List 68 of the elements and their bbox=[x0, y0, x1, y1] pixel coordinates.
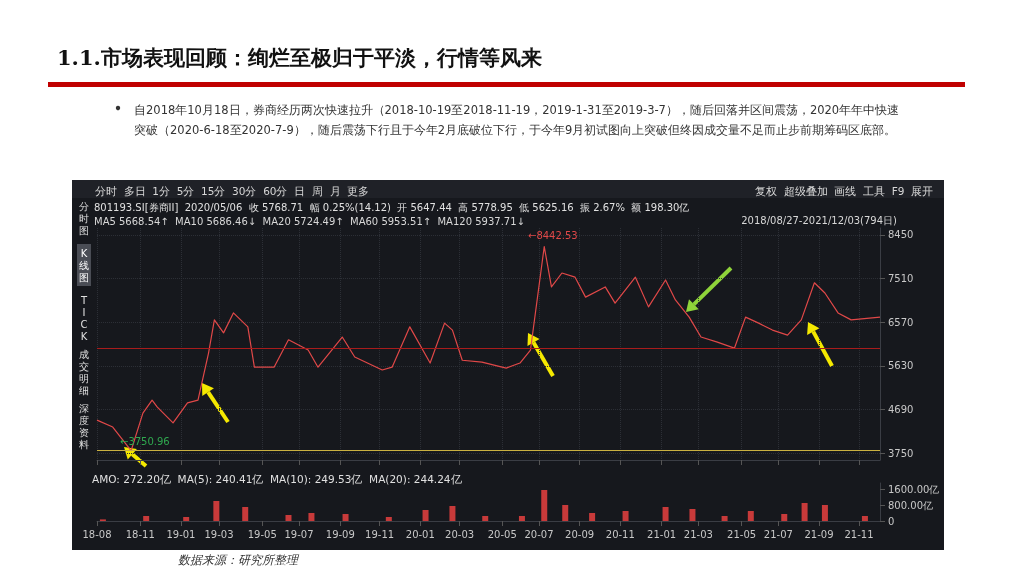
bar bbox=[285, 515, 292, 521]
x-tick-label: 19-09 bbox=[325, 528, 355, 540]
x-tick-label: 18-11 bbox=[125, 528, 155, 540]
x-tick-label: 19-01 bbox=[166, 528, 196, 540]
chart-title: 1.1.市场表现回顾：绚烂至极归于平淡，行情等风来 bbox=[57, 45, 542, 70]
x-tick-label: 20-05 bbox=[487, 528, 517, 540]
y-tick-label: 1600.00亿 bbox=[888, 483, 940, 495]
y-tick-label: 5630 bbox=[888, 360, 914, 372]
x-tick-label: 20-11 bbox=[605, 528, 635, 540]
bar bbox=[721, 516, 728, 521]
bar bbox=[801, 503, 808, 521]
x-tick-label: 21-05 bbox=[727, 528, 757, 540]
x-tick-label: 20-07 bbox=[524, 528, 554, 540]
y-tick-label: 3750 bbox=[888, 447, 914, 459]
chart-subtitle: 自2018年10月18日，券商经历两次快速拉升（2018-10-19至2018-11-19，2019-1-31至2019-3-7），随后回落并区间震荡，2020年年中快速突破（2020-6-18至2020-7-9），随后震荡下行且于今年2月底破位下行，于今年9月初试图向上突破但终因成交量不足而止步前期筹码区底部。 bbox=[134, 103, 900, 137]
text: 801193.SI[券商II] 2020/05/06 收 5768.71 幅 0.25%(14.12) 开 5647.44 高 5778.95 低 5625.16 振 2.67% 额 198.30亿 bbox=[94, 202, 690, 213]
bar bbox=[518, 516, 525, 521]
text: 分时 多日 1分 5分 15分 30分 60分 日 周 月 更多 bbox=[95, 184, 370, 197]
x-tick-label: 19-05 bbox=[247, 528, 277, 540]
bar bbox=[422, 510, 429, 521]
x-tick-label: 21-07 bbox=[763, 528, 793, 540]
x-tick-label: 18-08 bbox=[82, 528, 112, 540]
bar bbox=[308, 513, 315, 521]
bar bbox=[662, 507, 669, 521]
x-tick-label: 19-03 bbox=[204, 528, 234, 540]
annotation: ←8442.53 bbox=[528, 230, 578, 241]
bar bbox=[562, 505, 569, 521]
bar bbox=[143, 516, 150, 521]
y-tick-label: 7510 bbox=[888, 273, 914, 285]
x-tick-label: 21-03 bbox=[683, 528, 713, 540]
text: 成交明细 bbox=[79, 348, 89, 396]
x-tick-label: 21-09 bbox=[804, 528, 834, 540]
bar bbox=[342, 514, 349, 521]
text: MA5 5668.54↑ MA10 5686.46↓ MA20 5724.49↑ MA60 5953.51↑ MA120 5937.71↓ bbox=[94, 216, 525, 227]
x-tick-label: 20-01 bbox=[405, 528, 435, 540]
bar bbox=[183, 517, 190, 521]
x-tick-label: 21-01 bbox=[647, 528, 677, 540]
text: 深度资料 bbox=[79, 402, 89, 450]
bar bbox=[589, 513, 596, 521]
y-tick-label: 800.00亿 bbox=[888, 499, 933, 511]
bar bbox=[242, 507, 249, 521]
y-tick-label: 4690 bbox=[888, 403, 914, 415]
bar bbox=[213, 501, 220, 521]
text: K线图 bbox=[79, 247, 89, 283]
bar bbox=[385, 517, 392, 521]
text: 2018/08/27-2021/12/03(794日) bbox=[741, 215, 898, 226]
y-tick-label: 8450 bbox=[888, 229, 914, 241]
text: TICK bbox=[79, 294, 88, 342]
bar bbox=[449, 506, 456, 521]
bar bbox=[541, 490, 548, 521]
x-tick-label: 19-11 bbox=[365, 528, 395, 540]
x-tick-label: 20-09 bbox=[565, 528, 595, 540]
source-note: 数据来源：研究所整理 bbox=[178, 552, 300, 567]
bar bbox=[861, 516, 868, 521]
x-tick-label: 21-11 bbox=[844, 528, 874, 540]
bar bbox=[781, 514, 788, 521]
bar bbox=[622, 511, 629, 521]
bar bbox=[747, 511, 754, 521]
annotation: AMO: 272.20亿 MA(5): 240.41亿 MA(10): 249.53亿 MA(20): 244.24亿 bbox=[92, 472, 462, 485]
bar bbox=[689, 509, 696, 521]
text: 分时图 bbox=[79, 200, 89, 236]
bar bbox=[821, 505, 828, 521]
text: 复权 超级叠加 画线 工具 F9 展开 bbox=[755, 184, 934, 197]
bar bbox=[482, 516, 489, 521]
y-tick-label: 6570 bbox=[888, 316, 914, 328]
y-tick-label: 0 bbox=[888, 515, 895, 527]
x-tick-label: 19-07 bbox=[284, 528, 314, 540]
x-tick-label: 20-03 bbox=[445, 528, 475, 540]
